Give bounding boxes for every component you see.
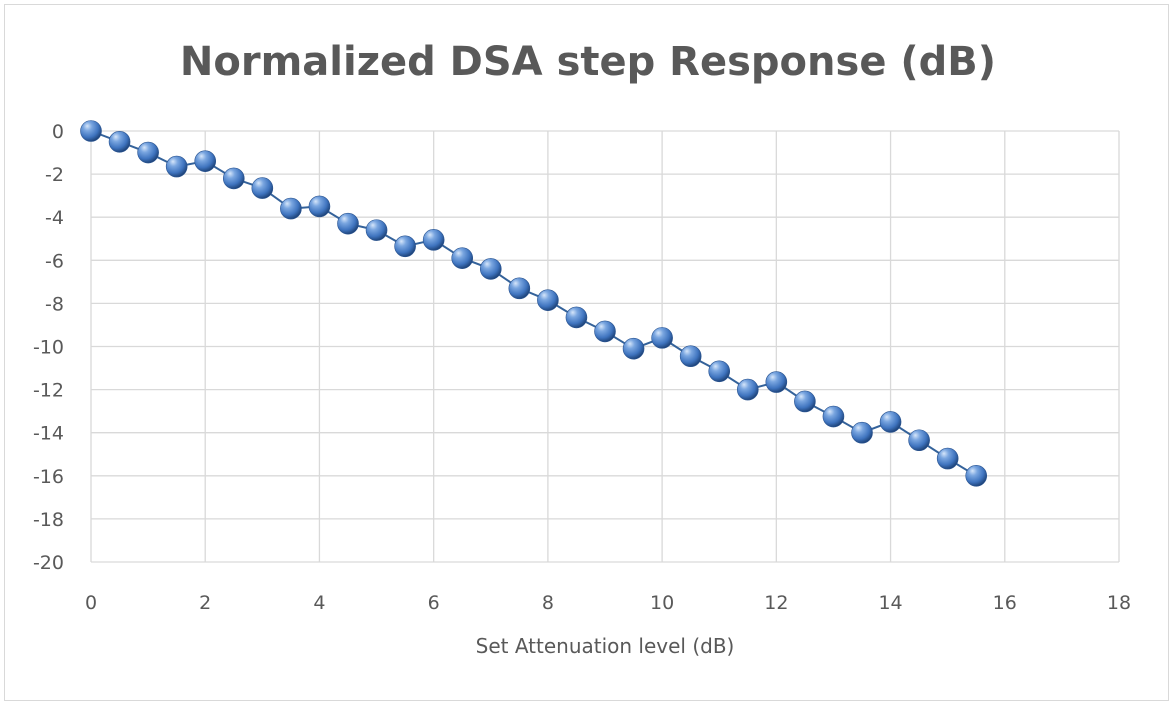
y-tick-label: -12 [33, 380, 64, 402]
data-point [222, 167, 245, 190]
x-axis-label: Set Attenuation level (dB) [476, 634, 735, 658]
x-tick-label: 16 [993, 592, 1017, 614]
data-point [251, 177, 274, 199]
data-point [822, 405, 845, 428]
data-point [879, 411, 902, 433]
x-tick-label: 8 [542, 592, 554, 614]
data-markers [80, 120, 988, 487]
x-tick-label: 4 [313, 592, 325, 614]
x-tick-label: 12 [764, 592, 788, 614]
data-point [422, 229, 445, 251]
data-point [908, 429, 930, 452]
x-tick-label: 2 [199, 592, 211, 614]
chart-frame [4, 4, 1169, 701]
data-point [794, 390, 816, 413]
x-tick-label: 18 [1107, 592, 1131, 614]
y-tick-label: -10 [33, 337, 64, 359]
data-point [594, 320, 616, 343]
x-tick-label: 14 [878, 592, 902, 614]
x-tick-label: 0 [85, 592, 97, 614]
data-point [765, 371, 788, 393]
y-tick-label: -18 [33, 509, 64, 531]
x-tick-label: 6 [428, 592, 440, 614]
chart-title: Normalized DSA step Response (dB) [180, 39, 996, 85]
data-point [736, 378, 759, 401]
y-tick-label: -20 [33, 552, 64, 574]
y-tick-label: -14 [33, 423, 64, 445]
data-point [194, 150, 217, 172]
data-point [394, 235, 416, 258]
y-tick-label: -2 [45, 164, 64, 186]
data-point [851, 421, 873, 444]
data-point [479, 258, 502, 280]
grid [90, 130, 1120, 563]
data-point [451, 247, 474, 269]
tick-labels: 0 -2 -4 -6 -8 -10 -12 -14 -16 -18 -20 0 2 4 6 8 10 12 14 16… [33, 121, 1131, 614]
data-point [80, 120, 102, 142]
data-point [165, 155, 188, 178]
y-tick-label: 0 [52, 121, 64, 143]
data-point [537, 289, 559, 311]
data-point [679, 345, 702, 367]
y-tick-label: -16 [33, 466, 64, 488]
data-point [108, 130, 131, 153]
y-tick-label: -6 [45, 250, 64, 272]
y-tick-label: -4 [45, 207, 64, 229]
x-tick-label: 10 [650, 592, 674, 614]
data-point [708, 360, 731, 383]
y-tick-label: -8 [45, 293, 64, 315]
data-point [622, 337, 645, 360]
data-point [508, 277, 531, 300]
data-point [365, 219, 388, 241]
data-point [308, 195, 331, 218]
data-point [651, 327, 673, 349]
data-point [565, 306, 588, 329]
data-point [936, 447, 959, 470]
data-point [337, 212, 359, 235]
data-point [280, 197, 302, 220]
data-point [137, 141, 159, 164]
data-point [965, 464, 988, 487]
